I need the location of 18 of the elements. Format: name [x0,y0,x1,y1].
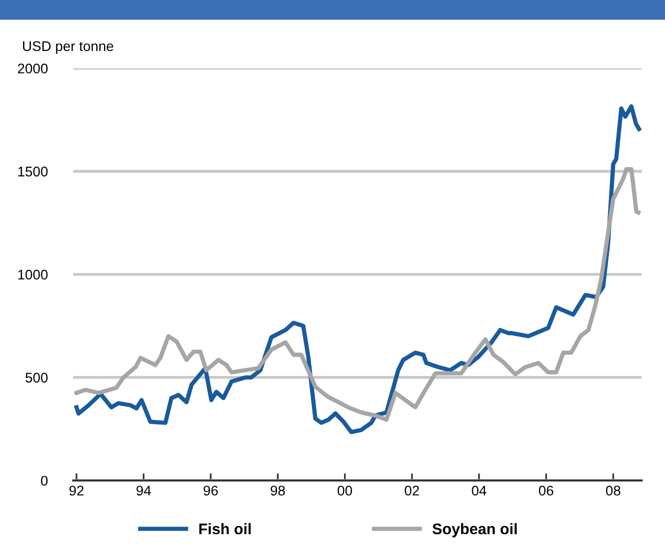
x-tick-label: 00 [338,486,352,496]
y-tick-label: 1000 [18,270,48,280]
y-tick-label: 2000 [18,64,48,74]
y-axis-title: USD per tonne [23,41,114,54]
x-tick-label: 04 [472,486,486,496]
x-tick-label: 94 [136,486,151,496]
x-tick-label: 08 [606,486,620,496]
x-tick-label: 06 [538,486,554,496]
x-tick-label: 98 [270,486,285,496]
y-tick-label: 500 [26,372,48,383]
y-tick-label: 0 [40,476,48,486]
legend-label: Fish oil [199,523,251,534]
x-tick-label: 96 [204,486,218,496]
legend-label: Soybean oil [432,523,517,538]
y-tick-label: 1500 [18,166,48,176]
x-tick-label: 92 [69,486,84,496]
line-series [74,167,640,422]
x-tick-label: 02 [404,486,419,496]
